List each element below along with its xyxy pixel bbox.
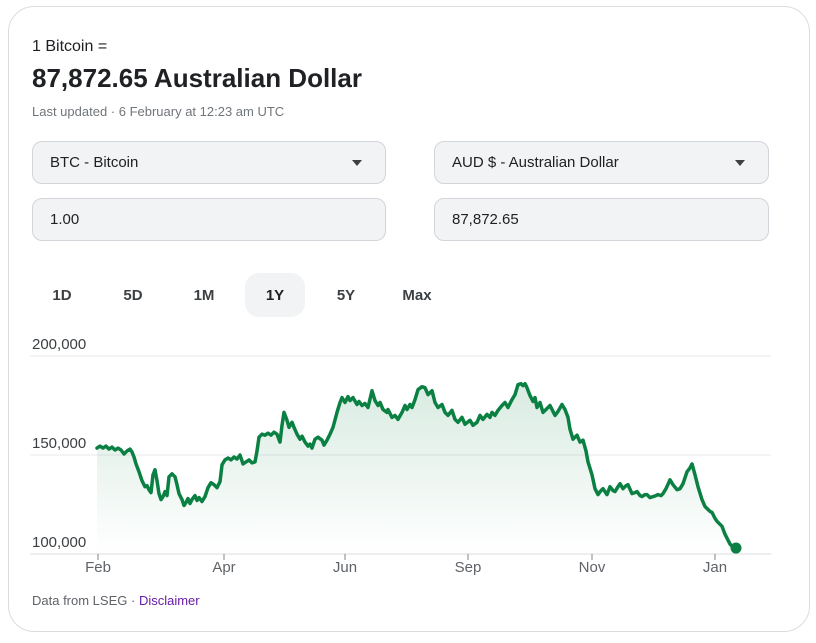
data-source-text: Data from LSEG · <box>32 593 136 608</box>
rate-label: 1 Bitcoin = <box>32 38 108 55</box>
x-axis-label: Nov <box>579 559 606 576</box>
y-axis-label: 200,000 <box>32 336 86 353</box>
price-chart-svg[interactable]: 200,000 150,000 100,000 Feb Apr Jun Sep Nov Jan <box>9 331 809 576</box>
from-amount-input[interactable] <box>50 211 368 228</box>
to-currency-select[interactable]: AUD $ - Australian Dollar <box>434 141 769 184</box>
y-axis-label: 100,000 <box>32 534 86 551</box>
x-axis-label: Jan <box>703 559 727 576</box>
x-axis-label: Feb <box>85 559 111 576</box>
tab-max[interactable]: Max <box>402 286 432 304</box>
last-price-dot <box>730 542 742 554</box>
price-chart[interactable]: 200,000 150,000 100,000 Feb Apr Jun Sep Nov Jan <box>9 331 809 576</box>
x-axis-label: Apr <box>212 559 235 576</box>
chevron-down-icon <box>352 159 362 166</box>
currency-select-row: BTC - Bitcoin AUD $ - Australian Dollar <box>32 141 809 184</box>
from-amount-field <box>32 198 386 241</box>
to-amount-input[interactable] <box>452 211 751 228</box>
last-updated: Last updated · 6 February at 12:23 am UT… <box>32 104 285 119</box>
to-currency-label: AUD $ - Australian Dollar <box>452 154 619 171</box>
x-axis-label: Jun <box>333 559 357 576</box>
x-axis-label: Sep <box>455 559 482 576</box>
currency-converter-card: 1 Bitcoin = 87,872.65 Australian Dollar … <box>8 6 810 632</box>
from-currency-label: BTC - Bitcoin <box>50 154 139 171</box>
tab-5y[interactable]: 5Y <box>336 286 356 304</box>
rate-value: 87,872.65 Australian Dollar <box>32 63 362 93</box>
amount-input-row <box>32 198 809 241</box>
chevron-down-icon <box>735 159 745 166</box>
price-area-fill <box>97 383 736 554</box>
tab-1d[interactable]: 1D <box>52 286 72 304</box>
price-line <box>95 381 738 550</box>
disclaimer-link[interactable]: Disclaimer <box>138 593 200 608</box>
tab-5d[interactable]: 5D <box>123 286 143 304</box>
tab-1m[interactable]: 1M <box>193 286 215 304</box>
from-currency-select[interactable]: BTC - Bitcoin <box>32 141 386 184</box>
tab-1y[interactable]: 1Y <box>245 273 305 317</box>
to-amount-field <box>434 198 769 241</box>
y-axis-label: 150,000 <box>32 435 86 452</box>
time-range-tabs: 1D 5D 1M 1Y 5Y Max <box>32 273 809 317</box>
chart-footer: Data from LSEG · Disclaimer <box>32 593 809 608</box>
